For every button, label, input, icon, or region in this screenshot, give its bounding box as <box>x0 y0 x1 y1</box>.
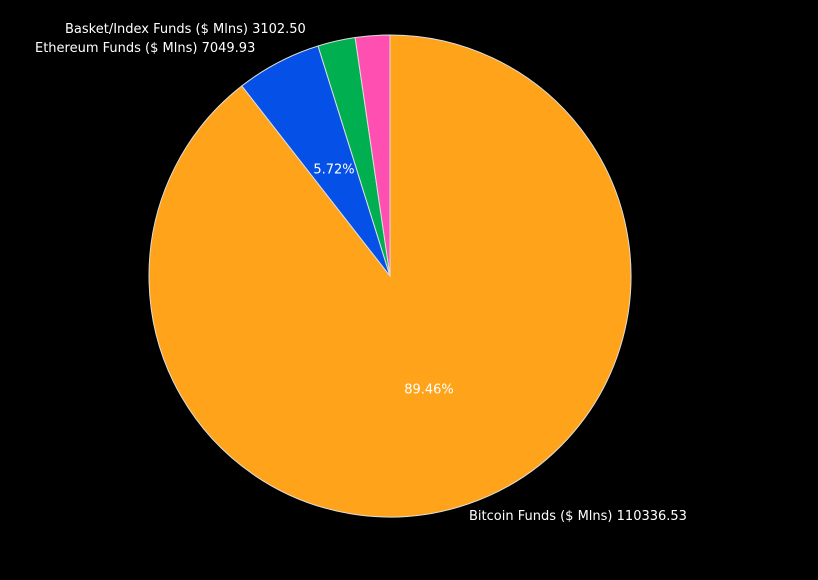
slice-label-ethereum: Ethereum Funds ($ Mlns) 7049.93 <box>35 41 256 56</box>
percent-label-bitcoin: 89.46% <box>404 382 454 398</box>
pie-slice-other <box>354 34 391 277</box>
slice-label-basket: Basket/Index Funds ($ Mlns) 3102.50 <box>65 22 306 37</box>
percent-label-ethereum: 5.72% <box>313 162 355 178</box>
slice-label-bitcoin: Bitcoin Funds ($ Mlns) 110336.53 <box>469 509 687 524</box>
